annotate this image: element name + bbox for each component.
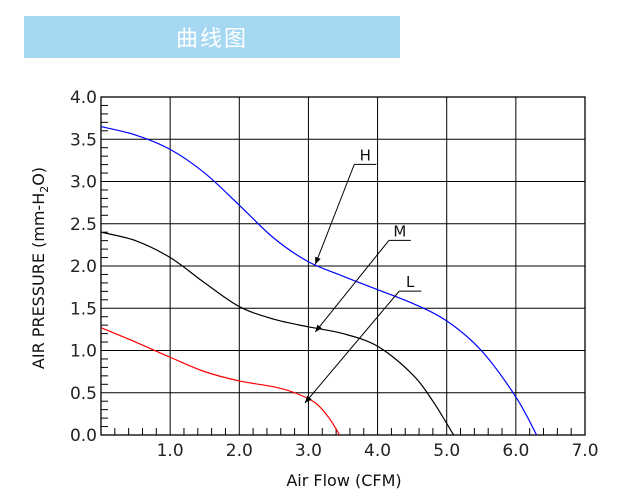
annotation-leader bbox=[314, 240, 390, 333]
x-axis-title: Air Flow (CFM) bbox=[286, 471, 401, 490]
y-tick-label: 4.0 bbox=[70, 88, 97, 108]
annotation-l: L bbox=[304, 273, 422, 404]
y-tick-label: 3.5 bbox=[70, 130, 97, 150]
y-axis-title: AIR PRESSURE (mm-H2O) bbox=[29, 167, 51, 369]
series-line-l bbox=[100, 327, 341, 436]
annotation-label: L bbox=[406, 273, 415, 291]
series-lines bbox=[100, 125, 538, 436]
x-tick-label: 1.0 bbox=[157, 441, 184, 461]
x-tick-label: 7.0 bbox=[571, 441, 598, 461]
grid bbox=[100, 96, 586, 436]
x-tick-label: 4.0 bbox=[364, 441, 391, 461]
y-tick-label: 0.0 bbox=[70, 426, 97, 446]
x-tick-label: 3.0 bbox=[295, 441, 322, 461]
y-tick-label: 2.0 bbox=[70, 257, 97, 277]
y-axis-title-sub: 2 bbox=[38, 186, 51, 193]
annotation-arrowhead bbox=[315, 256, 321, 265]
y-axis-title-main: AIR PRESSURE (mm-H bbox=[29, 193, 48, 369]
series-line-m bbox=[100, 231, 455, 436]
y-axis-title-end: O) bbox=[29, 167, 48, 186]
tick-labels: 1.0 2.0 3.0 4.0 5.0 6.0 7.0 0.0 0.5 1.0 1.5 2.0 2.5 3… bbox=[70, 88, 599, 461]
annotation-leader bbox=[314, 164, 355, 265]
annotation-leader bbox=[304, 290, 400, 404]
y-tick-label: 3.0 bbox=[70, 173, 97, 193]
annotation-label: M bbox=[393, 222, 406, 240]
series-line-h bbox=[100, 125, 538, 436]
minor-ticks bbox=[101, 104, 572, 435]
curve-annotations: H M L bbox=[304, 146, 422, 404]
annotation-m: M bbox=[314, 222, 411, 333]
y-tick-label: 2.5 bbox=[70, 215, 97, 235]
annotation-h: H bbox=[314, 146, 377, 265]
y-tick-label: 1.0 bbox=[70, 342, 97, 362]
y-tick-label: 1.5 bbox=[70, 299, 97, 319]
chart-title-banner: 曲线图 bbox=[24, 16, 400, 58]
annotation-arrowhead bbox=[315, 324, 323, 332]
chart-title: 曲线图 bbox=[175, 27, 248, 52]
annotation-label: H bbox=[360, 146, 371, 164]
y-tick-label: 0.5 bbox=[70, 384, 97, 404]
x-tick-label: 2.0 bbox=[226, 441, 253, 461]
x-tick-label: 6.0 bbox=[502, 441, 529, 461]
annotation-arrowhead bbox=[304, 395, 312, 403]
x-tick-label: 5.0 bbox=[433, 441, 460, 461]
